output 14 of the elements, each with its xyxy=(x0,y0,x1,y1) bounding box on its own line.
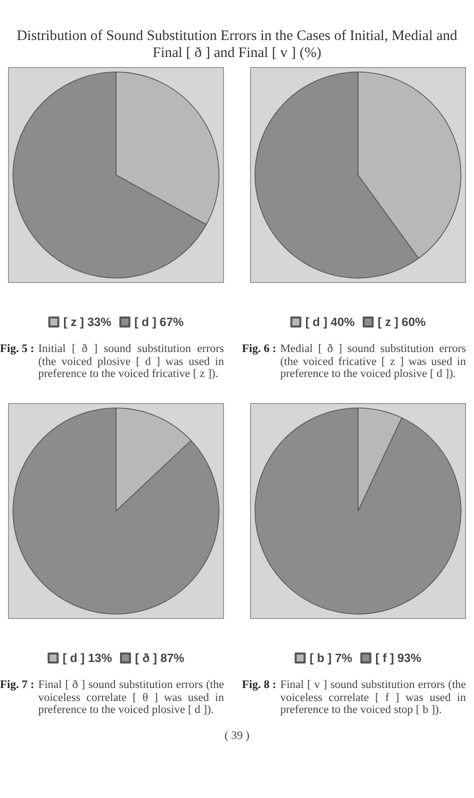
legend-label: [ b ] 7% xyxy=(310,651,353,665)
text: ( 39 ) xyxy=(224,730,250,742)
legend-label: [ f ] 93% xyxy=(375,651,422,665)
legend-label: [ d ] 13% xyxy=(62,651,112,665)
caption: Fig. 8 : Final [ v ] sound substitution errors (the voiceless correlate [ f ] was used in preference to the voiced stop [ b ]). xyxy=(242,679,466,718)
legend-label: [ ð ] 87% xyxy=(135,651,185,665)
caption: Fig. 7 : Final [ ð ] sound substitution errors (the voiceless correlate [ θ ] was used in preference to the voiced plosive [ d ]). xyxy=(0,679,224,718)
chart-title: Distribution of Sound Substitution Errors in the Cases of Initial, Medial and Final [ ð ] and Final [ v ] (%) xyxy=(16,28,458,62)
legend-label: [ z ] 60% xyxy=(378,315,426,329)
legend-label: [ z ] 33% xyxy=(63,315,112,329)
caption: Fig. 6 : Medial [ ð ] sound substitution errors (the voiced fricative [ z ] was used in preference to the voiced plosive [ d ]). xyxy=(242,343,466,382)
caption: Fig. 5 : Initial [ ð ] sound substitution errors (the voiced plosive [ d ] was used in preference to the voiced fricative [ z ]). xyxy=(0,343,224,382)
legend-label: [ d ] 67% xyxy=(134,315,184,329)
legend-label: [ d ] 40% xyxy=(305,315,355,329)
